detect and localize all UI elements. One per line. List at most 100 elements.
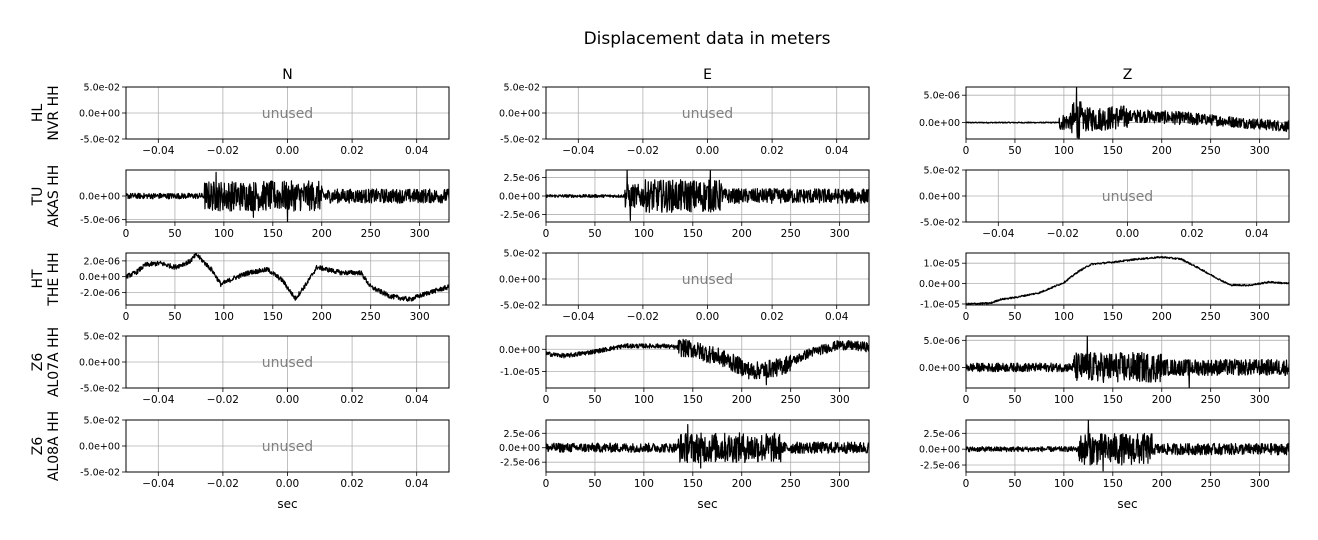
y-tick-label: 5.0e-02	[84, 332, 120, 343]
figure-title: Displacement data in meters	[584, 29, 831, 49]
panel-r4-c1: 0 50 100 150 200 250 300 2.5e-06 0.0e+00 -2.5e-06	[499, 419, 870, 490]
y-tick-label: 2.0e-06	[84, 256, 120, 267]
station-code: AL07A HH	[46, 327, 62, 397]
x-tick-label: 0	[543, 478, 550, 490]
x-tick-label: 0.04	[1245, 228, 1269, 240]
x-tick-label: 200	[732, 478, 752, 490]
x-tick-label: 300	[410, 228, 430, 240]
x-tick-label: 200	[732, 394, 752, 406]
y-tick-label: 5.0e-02	[504, 249, 540, 260]
y-tick-label: 2.5e-06	[924, 429, 960, 440]
panel-frame	[125, 252, 450, 306]
waveform-trace	[966, 255, 1289, 305]
x-tick-label: 200	[732, 228, 752, 240]
waveform-trace	[966, 336, 1289, 388]
station-label: TU AKAS HH	[30, 165, 62, 227]
x-tick-label: 100	[1054, 145, 1074, 157]
x-tick-label: 300	[1250, 311, 1270, 323]
x-tick-label: 200	[1152, 394, 1172, 406]
x-tick-label: −0.04	[142, 145, 174, 157]
y-tick-label: -5.0e-06	[80, 215, 120, 226]
x-tick-label: 0	[123, 311, 130, 323]
x-tick-label: −0.02	[627, 311, 659, 323]
x-tick-label: 150	[1103, 478, 1123, 490]
panel-r0-c0: −0.04 −0.02 0.00 0.02 0.04 5.0e-02 0.0e+00 -5.0…	[79, 83, 450, 157]
x-tick-label: 0.00	[1116, 228, 1139, 240]
y-tick-label: -5.0e-02	[80, 135, 120, 146]
x-tick-label: 0.00	[276, 394, 299, 406]
y-tick-label: 5.0e-02	[84, 416, 120, 427]
x-tick-label: 0.00	[696, 145, 719, 157]
x-tick-label: 200	[1152, 478, 1172, 490]
y-tick-label: -2.5e-06	[500, 210, 540, 221]
y-tick-label: -2.5e-06	[500, 458, 540, 469]
y-tick-label: 5.0e-02	[84, 83, 120, 94]
x-tick-label: 300	[830, 394, 850, 406]
x-tick-label: −0.02	[627, 145, 659, 157]
station-code: NVR HH	[46, 85, 62, 140]
station-label: Z6 AL08A HH	[30, 411, 62, 481]
x-tick-label: 50	[588, 394, 601, 406]
unused-label: unused	[1102, 189, 1153, 205]
x-tick-label: 0.04	[405, 478, 429, 490]
waveform-trace	[546, 338, 869, 386]
y-tick-label: -2.0e-06	[80, 288, 120, 299]
x-tick-label: 100	[214, 311, 234, 323]
station-network: HL	[30, 104, 46, 123]
y-tick-label: 0.0e+00	[499, 345, 540, 356]
x-tick-label: −0.04	[142, 394, 174, 406]
x-tick-label: 0	[963, 478, 970, 490]
panel-r3-c0: −0.04 −0.02 0.00 0.02 0.04 5.0e-02 0.0e+00 -5.0…	[79, 332, 450, 406]
y-tick-label: 2.5e-06	[504, 173, 540, 184]
y-tick-label: 0.0e+00	[79, 192, 120, 203]
x-tick-label: 250	[1201, 311, 1221, 323]
column-header-n: N	[282, 67, 292, 83]
x-tick-label: 100	[1054, 394, 1074, 406]
panel-r4-c0: −0.04 −0.02 0.00 0.02 0.04 5.0e-02 0.0e+00 -5.0…	[79, 416, 450, 490]
y-tick-label: 0.0e+00	[79, 109, 120, 120]
y-tick-label: -5.0e-02	[500, 135, 540, 146]
y-tick-label: 5.0e-02	[924, 166, 960, 177]
x-tick-label: 200	[312, 228, 332, 240]
y-tick-label: 0.0e+00	[499, 109, 540, 120]
x-tick-label: 0.02	[340, 478, 363, 490]
panel-frame	[965, 86, 1290, 140]
x-tick-label: −0.02	[207, 145, 239, 157]
x-tick-label: −0.04	[982, 228, 1014, 240]
x-tick-label: 50	[1008, 311, 1021, 323]
y-tick-label: 0.0e+00	[919, 118, 960, 129]
waveform-trace	[126, 253, 449, 302]
x-tick-label: 250	[781, 394, 801, 406]
x-tick-label: 150	[263, 311, 283, 323]
station-label: Z6 AL07A HH	[30, 327, 62, 397]
x-tick-label: 0.02	[760, 311, 783, 323]
panel-frame	[545, 335, 870, 389]
x-tick-label: 100	[1054, 478, 1074, 490]
x-tick-label: 300	[830, 478, 850, 490]
panel-r1-c2: −0.04 −0.02 0.00 0.02 0.04 5.0e-02 0.0e+00 -5.0…	[919, 166, 1290, 240]
x-tick-label: 0	[963, 145, 970, 157]
x-tick-label: 150	[683, 228, 703, 240]
column-header-z: Z	[1123, 67, 1133, 83]
x-tick-label: 200	[1152, 145, 1172, 157]
y-tick-label: -5.0e-02	[500, 301, 540, 312]
x-tick-label: 100	[634, 228, 654, 240]
x-tick-label: 0.02	[340, 394, 363, 406]
panel-frame	[125, 335, 450, 389]
x-tick-label: 50	[168, 311, 181, 323]
y-tick-label: 0.0e+00	[919, 363, 960, 374]
x-tick-label: 0.04	[825, 311, 849, 323]
x-tick-label: 300	[1250, 394, 1270, 406]
panel-r3-c2: 0 50 100 150 200 250 300 5.0e-06 0.0e+00	[919, 335, 1290, 406]
x-tick-label: −0.02	[207, 478, 239, 490]
y-tick-label: 2.5e-06	[504, 429, 540, 440]
panel-frame	[965, 419, 1290, 473]
x-tick-label: 250	[361, 311, 381, 323]
y-tick-label: -1.0e-05	[500, 367, 540, 378]
x-tick-label: 150	[1103, 394, 1123, 406]
x-tick-label: 150	[683, 394, 703, 406]
x-tick-label: 100	[214, 228, 234, 240]
unused-label: unused	[262, 439, 313, 455]
y-tick-label: 5.0e-06	[924, 91, 960, 102]
panel-frame	[965, 252, 1290, 306]
